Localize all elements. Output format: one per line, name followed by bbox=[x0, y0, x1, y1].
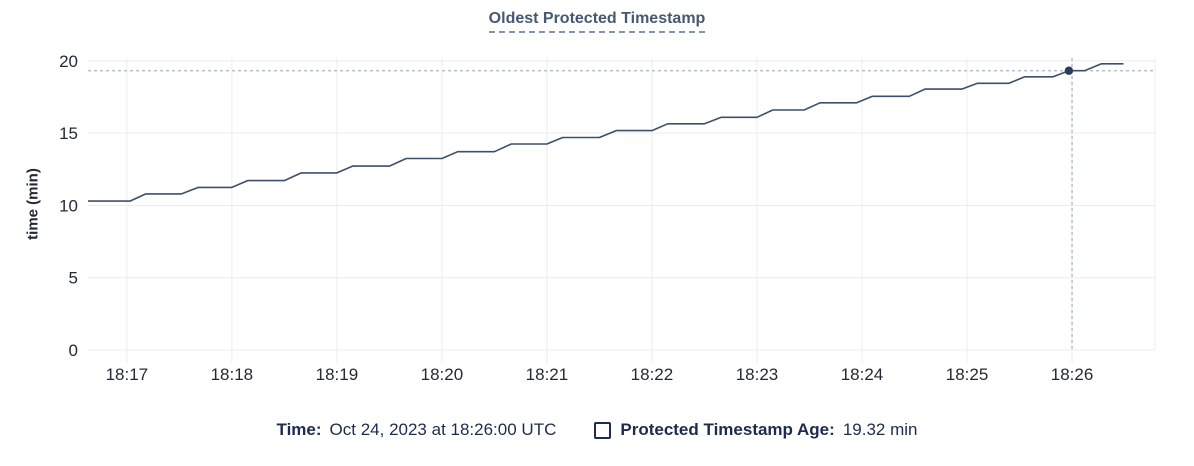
x-tick-label: 18:19 bbox=[316, 365, 359, 384]
y-tick-label: 5 bbox=[69, 269, 78, 288]
chart-title[interactable]: Oldest Protected Timestamp bbox=[488, 10, 706, 33]
x-tick-label: 18:20 bbox=[421, 365, 464, 384]
y-tick-label: 10 bbox=[59, 196, 78, 215]
legend-series-value: 19.32 min bbox=[842, 420, 918, 439]
chart-legend: Time: Oct 24, 2023 at 18:26:00 UTC Prote… bbox=[0, 420, 1194, 440]
hover-data-point-dot bbox=[1064, 66, 1074, 75]
legend-time-group: Time: Oct 24, 2023 at 18:26:00 UTC bbox=[277, 420, 557, 440]
legend-series-label: Protected Timestamp Age: bbox=[620, 420, 835, 439]
legend-time-label: Time: bbox=[276, 420, 322, 439]
x-tick-label: 18:22 bbox=[631, 365, 674, 384]
line-chart-canvas[interactable]: 0 5 10 15 20 18:17 18:18 18:19 18:20 18:21 18:22 18… bbox=[0, 0, 1194, 400]
y-tick-label: 15 bbox=[59, 124, 78, 143]
x-tick-label: 18:26 bbox=[1051, 365, 1094, 384]
x-tick-label: 18:21 bbox=[526, 365, 569, 384]
chart-title-row: Oldest Protected Timestamp bbox=[0, 10, 1194, 33]
legend-series-group: Protected Timestamp Age: 19.32 min bbox=[594, 420, 917, 440]
legend-time-value: Oct 24, 2023 at 18:26:00 UTC bbox=[329, 420, 557, 439]
x-tick-label: 18:17 bbox=[106, 365, 149, 384]
series-toggle-checkbox[interactable] bbox=[594, 421, 612, 439]
y-tick-label: 20 bbox=[59, 52, 78, 71]
x-tick-label: 18:24 bbox=[841, 365, 884, 384]
x-tick-label: 18:25 bbox=[946, 365, 989, 384]
x-tick-label: 18:23 bbox=[736, 365, 779, 384]
x-tick-label: 18:18 bbox=[211, 365, 254, 384]
y-tick-label: 0 bbox=[69, 341, 78, 360]
series-line bbox=[88, 62, 1124, 202]
